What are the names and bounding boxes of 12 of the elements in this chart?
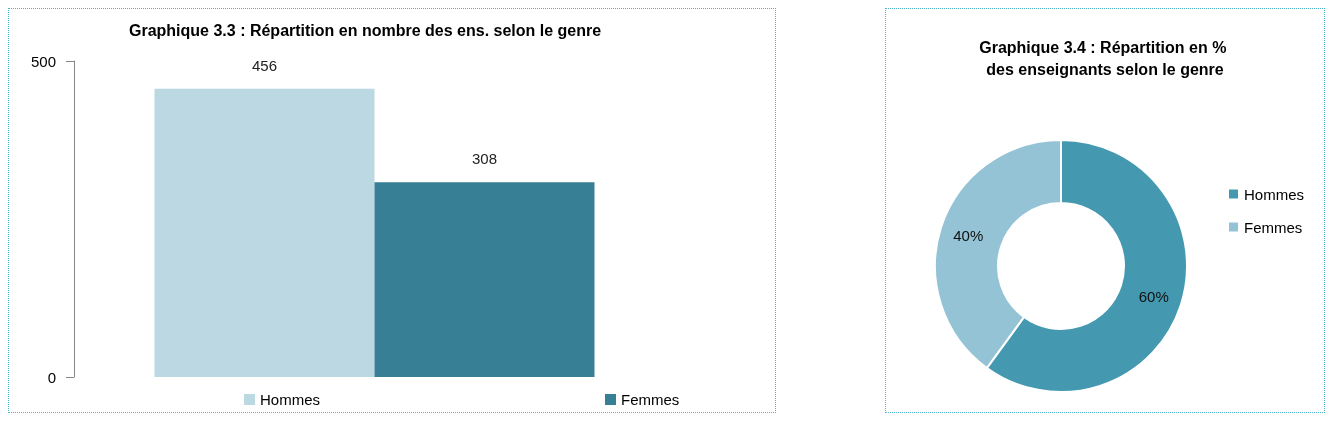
chart-title: Graphique 3.4 : Répartition en % des enseignants selon le genre bbox=[979, 38, 1231, 78]
data-label: 456 bbox=[251, 56, 278, 74]
chart-title: Graphique 3.3 : Répartition en nombre des ens. selon le genre bbox=[129, 21, 602, 39]
legend-label: Hommes bbox=[1243, 185, 1305, 203]
y-tick-label: 500 bbox=[30, 52, 56, 70]
y-tick-label: 0 bbox=[47, 368, 56, 386]
legend-label: Femmes bbox=[1243, 218, 1303, 236]
legend-label: Femmes bbox=[621, 391, 680, 408]
data-label: 60% bbox=[1138, 287, 1169, 305]
data-label: 308 bbox=[471, 150, 498, 168]
data-label: 40% bbox=[953, 227, 984, 245]
legend-label: Hommes bbox=[260, 391, 321, 408]
